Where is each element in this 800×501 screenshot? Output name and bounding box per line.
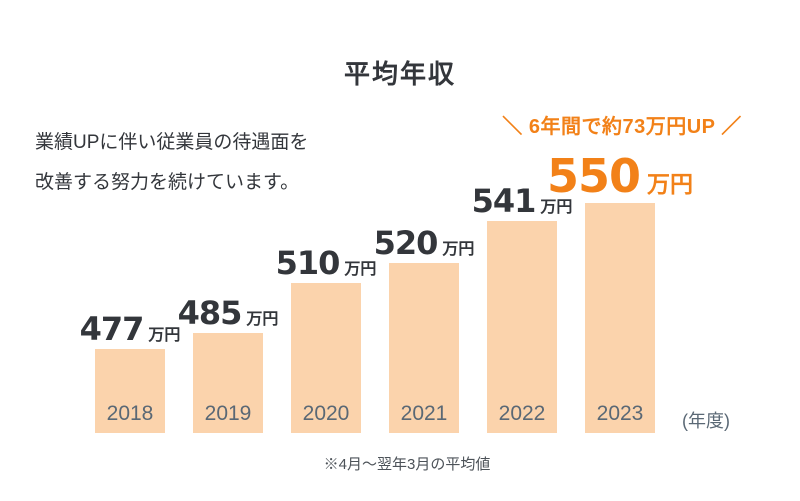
page-title: 平均年収 [343, 59, 456, 89]
value-number: 541 [471, 182, 537, 220]
value-number: 485 [177, 294, 243, 332]
value-label-2019: 485 万円 [178, 297, 279, 329]
bar-2021: 520 万円 2021 [374, 227, 474, 433]
year-label-2018: 2018 [106, 402, 154, 425]
bar-2023-highlighted: 550 万円 2023 [547, 153, 693, 433]
year-label-2022: 2022 [498, 402, 546, 425]
bar-2020: 510 万円 2020 [276, 247, 376, 433]
intro-line-1: 業績UPに伴い従業員の待遇面を [35, 132, 309, 153]
year-label-2023: 2023 [596, 402, 644, 425]
value-unit: 万円 [647, 172, 694, 198]
x-axis-unit-label: (年度) [682, 411, 730, 431]
bar-2019: 485 万円 2019 [178, 297, 278, 433]
increase-callout: ＼ 6年間で約73万円UP ／ [502, 116, 742, 138]
value-number: 520 [373, 224, 439, 262]
value-number: 510 [275, 244, 341, 282]
year-label-2020: 2020 [302, 402, 350, 425]
bar-2018: 477 万円 2018 [80, 313, 180, 433]
bar-chart: 477 万円 2018 485 万円 2019 510 万円 2020 520 万円 2… [80, 153, 693, 433]
value-label-2023: 550 万円 [547, 153, 693, 199]
year-label-2019: 2019 [204, 402, 252, 425]
year-label-2021: 2021 [400, 402, 448, 425]
intro-line-2: 改善する努力を続けています。 [35, 172, 300, 193]
value-label-2018: 477 万円 [80, 313, 181, 345]
value-unit: 万円 [442, 239, 475, 258]
value-unit: 万円 [344, 259, 377, 278]
value-label-2022: 541 万円 [472, 185, 573, 217]
value-unit: 万円 [148, 325, 181, 344]
footnote: ※4月～翌年3月の平均値 [323, 456, 491, 473]
value-unit: 万円 [246, 309, 279, 328]
bar-2022: 541 万円 2022 [472, 185, 572, 433]
value-label-2020: 510 万円 [276, 247, 377, 279]
value-number: 477 [79, 310, 145, 348]
intro-text: 業績UPに伴い従業員の待遇面を 改善する努力を続けています。 [35, 123, 308, 203]
value-label-2021: 520 万円 [374, 227, 475, 259]
value-unit: 万円 [540, 197, 573, 216]
value-number: 550 [546, 149, 641, 203]
